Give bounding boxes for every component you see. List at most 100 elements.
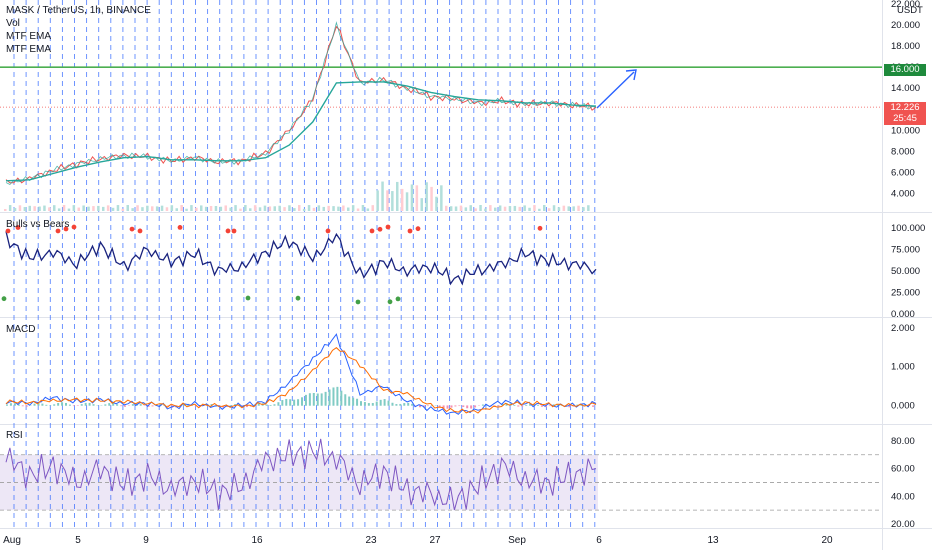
macd-histogram-bar — [72, 405, 75, 407]
macd-histogram-bar — [222, 405, 225, 408]
macd-histogram-bar — [265, 404, 268, 406]
volume-bar — [253, 205, 257, 211]
volume-bar — [209, 205, 213, 211]
bear-dot — [177, 224, 183, 230]
volume-bar — [420, 198, 423, 211]
macd-histogram-bar — [446, 405, 449, 409]
macd-histogram-bar — [183, 404, 185, 406]
volume-bar — [38, 206, 41, 211]
volume-bar — [43, 205, 46, 211]
macd-histogram-bar — [131, 404, 134, 406]
volume-bar — [214, 206, 218, 211]
macd-histogram-bar — [124, 405, 126, 407]
macd-histogram-bar — [540, 405, 543, 407]
macd-histogram-bar — [533, 403, 536, 406]
macd-histogram-bar — [230, 404, 233, 406]
volume-bar — [82, 205, 85, 211]
volume-bar — [567, 206, 570, 211]
volume-bar — [278, 205, 281, 211]
macd-histogram-bar — [61, 402, 64, 406]
macd-histogram-bar — [324, 391, 327, 406]
volume-bar — [538, 208, 541, 211]
rsi-axis-tick: 60.00 — [891, 464, 915, 475]
macd-histogram-bar — [521, 405, 524, 407]
volume-bar — [13, 207, 17, 211]
volume-bar — [48, 207, 51, 211]
volume-bar — [351, 205, 355, 211]
macd-histogram-bar — [556, 403, 559, 406]
volume-bar — [239, 208, 242, 211]
volume-bar — [97, 205, 100, 211]
bear-dot — [537, 225, 543, 231]
indicator-mtf-ema-1[interactable]: MTF EMA — [6, 31, 51, 42]
macd-histogram-bar — [6, 404, 8, 406]
volume-bar — [479, 205, 482, 211]
volume-bar — [430, 186, 433, 211]
macd-histogram-bar — [210, 404, 213, 406]
macd-histogram-bar — [257, 403, 260, 406]
macd-histogram-bar — [312, 392, 315, 406]
macd-histogram-bar — [470, 405, 473, 409]
macd-histogram-bar — [88, 402, 91, 406]
macd-histogram-bar — [466, 405, 469, 409]
macd-histogram-bar — [53, 404, 56, 406]
macd-histogram-bar — [214, 405, 217, 406]
macd-histogram-bar — [285, 398, 288, 406]
bear-dot — [71, 224, 77, 230]
volume-bar — [141, 207, 144, 211]
volume-bar — [322, 206, 325, 211]
volume-bar — [67, 208, 71, 211]
bear-dot — [377, 226, 383, 232]
macd-histogram-bar — [407, 402, 410, 406]
macd-histogram-bar — [84, 402, 87, 406]
macd-title[interactable]: MACD — [6, 324, 36, 335]
volume-bar — [136, 205, 139, 211]
macd-histogram-bar — [544, 405, 547, 408]
bull-dot — [295, 295, 301, 301]
price-axis-tick: 10.000 — [891, 125, 920, 136]
unit-label[interactable]: USDT — [897, 5, 923, 16]
rsi-title[interactable]: RSI — [6, 430, 23, 441]
volume-bar — [552, 205, 556, 211]
symbol-title[interactable]: MASK / TetherUS, 1h, BINANCE — [6, 5, 151, 16]
volume-bar — [562, 205, 566, 211]
time-axis-label: Aug — [3, 535, 21, 546]
macd-histogram-bar — [537, 405, 539, 406]
volume-bar — [489, 205, 492, 211]
bulls-bears-title[interactable]: Bulls vs Bears — [6, 219, 70, 230]
volume-bar — [53, 205, 56, 211]
bb-axis-tick: 25.000 — [891, 288, 920, 299]
macd-histogram-bar — [320, 393, 323, 406]
volume-bar — [111, 207, 115, 211]
bb-axis-tick: 75.000 — [891, 245, 920, 256]
macd-histogram-bar — [548, 405, 551, 407]
volume-bar — [508, 206, 512, 211]
macd-histogram-bar — [151, 405, 154, 407]
macd-histogram-bar — [363, 402, 366, 406]
indicator-vol[interactable]: Vol — [6, 18, 20, 29]
volume-bar — [18, 205, 22, 211]
time-axis-label: 13 — [707, 535, 719, 546]
time-axis-label: 27 — [429, 535, 441, 546]
volume-bar — [244, 205, 247, 211]
macd-histogram-bar — [25, 405, 28, 407]
macd-histogram-bar — [568, 405, 571, 408]
price-axis-tick: 4.000 — [891, 188, 915, 199]
macd-histogram-bar — [332, 387, 335, 406]
macd-histogram-bar — [348, 396, 351, 406]
volume-bar — [268, 206, 272, 211]
indicator-mtf-ema-2[interactable]: MTF EMA — [6, 44, 51, 55]
rsi-axis-tick: 20.00 — [891, 519, 915, 530]
volume-bar — [288, 205, 291, 211]
volume-bar — [445, 205, 448, 211]
volume-bar — [72, 205, 76, 211]
volume-bar — [312, 207, 316, 211]
macd-histogram-bar — [450, 405, 453, 408]
volume-bar — [543, 205, 546, 211]
volume-bar — [503, 206, 507, 211]
volume-bar — [528, 207, 531, 211]
macd-histogram-bar — [308, 393, 311, 406]
volume-bar — [547, 208, 551, 211]
macd-histogram-bar — [481, 404, 484, 406]
